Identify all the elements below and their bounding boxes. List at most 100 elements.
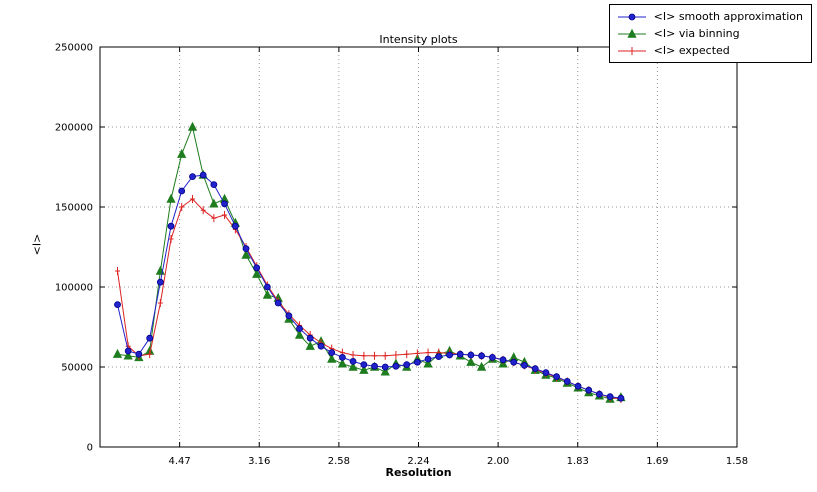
legend-entry-binning: <I> via binning <box>616 26 803 41</box>
circle-marker-icon <box>574 382 582 390</box>
circle-marker-icon <box>617 13 646 20</box>
triangle-marker-icon <box>359 364 369 374</box>
circle-marker-icon <box>285 312 293 320</box>
circle-marker-icon <box>563 377 571 385</box>
triangle-marker-icon <box>241 249 251 259</box>
circle-marker-icon <box>617 394 625 402</box>
circle-marker-icon <box>338 353 346 361</box>
circle-marker-icon <box>531 365 539 373</box>
circle-marker-icon <box>189 173 196 181</box>
triangle-marker-icon <box>337 358 347 368</box>
triangle-marker-icon <box>252 268 262 278</box>
circle-marker-icon <box>521 361 528 369</box>
series-0 <box>114 171 625 402</box>
circle-marker-icon <box>306 334 314 342</box>
x-tick-label: 4.47 <box>168 456 190 467</box>
triangle-marker-icon <box>327 353 337 363</box>
tick-labels: 4.47 3.16 2.58 2.24 2.00 1.83 1.69 1.58 0 50000 10… <box>55 43 748 468</box>
plot-border <box>99 46 738 448</box>
circle-marker-icon <box>413 358 421 366</box>
legend-label: <I> smooth approximation <box>653 10 803 23</box>
circle-marker-icon <box>167 222 175 230</box>
y-tick-label: 100000 <box>55 283 93 294</box>
gridlines <box>100 47 738 447</box>
circle-marker-icon <box>478 352 485 360</box>
legend-entry-expected: <I> expected <box>616 43 803 58</box>
series-line <box>117 174 621 399</box>
circle-marker-icon <box>542 369 550 377</box>
circle-marker-icon <box>510 358 518 366</box>
circle-marker-icon <box>628 13 636 20</box>
x-tick-label: 1.58 <box>726 456 748 467</box>
x-axis-label: Resolution <box>385 466 452 479</box>
triangle-marker-icon <box>209 198 219 208</box>
series-line <box>117 125 621 400</box>
circle-marker-icon <box>349 357 357 365</box>
circle-marker-icon <box>446 351 453 359</box>
triangle-marker-icon <box>476 361 487 371</box>
triangle-marker-icon <box>123 350 133 360</box>
x-tick-label: 1.69 <box>646 456 668 467</box>
circle-marker-icon <box>114 301 121 309</box>
y-tick-label: 0 <box>87 443 93 454</box>
circle-marker-icon <box>263 283 271 291</box>
triangle-marker-icon <box>177 148 187 158</box>
circle-marker-icon <box>146 334 154 342</box>
circle-marker-icon <box>499 356 507 364</box>
triangle-marker-icon <box>617 28 646 38</box>
circle-marker-icon <box>435 353 443 361</box>
triangle-marker-icon <box>187 121 198 131</box>
circle-marker-icon <box>317 342 325 350</box>
circle-marker-icon <box>360 361 368 369</box>
y-tick-label: 150000 <box>55 203 93 214</box>
triangle-marker-icon <box>348 361 358 371</box>
legend-label: <I> via binning <box>653 27 740 40</box>
x-tick-label: 3.16 <box>248 456 270 467</box>
x-tick-label: 2.00 <box>487 456 509 467</box>
y-axis-label: <I> <box>30 233 44 256</box>
legend: <I> smooth approximation <I> via binning… <box>608 4 812 63</box>
circle-marker-icon <box>178 187 186 195</box>
x-tick-label: 1.83 <box>567 456 589 467</box>
triangle-marker-icon <box>294 329 305 339</box>
circle-marker-icon <box>392 362 400 370</box>
triangle-marker-icon <box>112 348 123 358</box>
circle-marker-icon <box>553 373 560 381</box>
circle-marker-icon <box>424 355 432 363</box>
circle-marker-icon <box>585 386 593 394</box>
triangle-marker-icon <box>627 28 637 38</box>
triangle-marker-icon <box>380 366 390 376</box>
triangle-marker-icon <box>262 289 272 299</box>
circle-marker-icon <box>124 347 132 355</box>
triangle-marker-icon <box>305 340 315 350</box>
circle-marker-icon <box>371 362 378 370</box>
circle-marker-icon <box>606 393 614 401</box>
series-1 <box>112 121 626 403</box>
triangle-marker-icon <box>466 356 476 366</box>
y-tick-label: 50000 <box>61 363 93 374</box>
triangle-marker-icon <box>166 193 176 203</box>
circle-marker-icon <box>403 361 411 369</box>
plus-marker-icon <box>617 46 646 55</box>
circle-marker-icon <box>296 325 303 333</box>
y-tick-label: 250000 <box>55 43 93 54</box>
circle-marker-icon <box>135 350 143 358</box>
circle-marker-icon <box>274 299 282 307</box>
circle-marker-icon <box>199 171 207 179</box>
legend-entry-smooth: <I> smooth approximation <box>616 9 803 24</box>
triangle-marker-icon <box>423 358 433 368</box>
x-tick-label: 2.24 <box>407 456 429 467</box>
circle-marker-icon <box>156 278 164 286</box>
circle-marker-icon <box>381 363 389 371</box>
circle-marker-icon <box>456 350 464 358</box>
circle-marker-icon <box>210 181 218 189</box>
y-tick-label: 200000 <box>55 123 93 134</box>
circle-marker-icon <box>231 222 239 230</box>
circle-marker-icon <box>328 349 336 357</box>
chart-title: Intensity plots <box>379 33 458 46</box>
circle-marker-icon <box>596 390 603 398</box>
legend-label: <I> expected <box>653 44 730 57</box>
x-tick-label: 2.58 <box>328 456 350 467</box>
